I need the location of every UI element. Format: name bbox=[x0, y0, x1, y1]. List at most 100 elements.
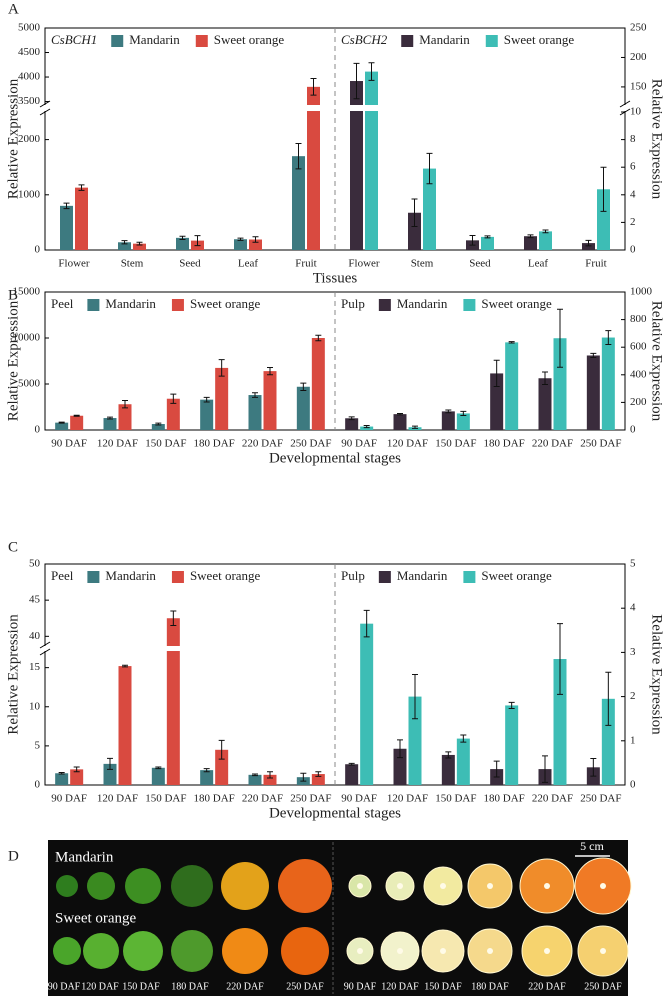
y-tick-label: 10 bbox=[29, 700, 41, 712]
error-bar bbox=[170, 610, 177, 626]
x-tick-label: 180 DAF bbox=[194, 438, 235, 450]
error-bar bbox=[122, 664, 128, 668]
bar bbox=[360, 623, 374, 785]
bar bbox=[441, 411, 455, 430]
y-tick-label: 2000 bbox=[18, 133, 41, 145]
stage-label: 120 DAF bbox=[381, 981, 419, 992]
x-tick-label: 180 DAF bbox=[484, 438, 525, 450]
error-bar bbox=[122, 400, 128, 409]
stage-label: 250 DAF bbox=[584, 981, 622, 992]
legend-swatch bbox=[485, 35, 498, 47]
bar bbox=[176, 237, 189, 250]
y-axis-label: Relative Expression bbox=[5, 78, 21, 199]
error-bar bbox=[58, 421, 65, 424]
legend-label: Sweet orange bbox=[504, 32, 575, 47]
error-bar bbox=[557, 308, 563, 368]
x-tick-label: 250 DAF bbox=[290, 793, 331, 805]
error-bar bbox=[194, 235, 201, 247]
stage-label: 90 DAF bbox=[344, 981, 377, 992]
y-tick-label: 1000 bbox=[18, 188, 41, 200]
bar bbox=[70, 415, 84, 430]
error-bar bbox=[121, 240, 128, 245]
y-tick-label: 2 bbox=[630, 216, 636, 228]
bar bbox=[597, 189, 610, 250]
fruit-core bbox=[357, 883, 363, 889]
bar bbox=[75, 187, 88, 250]
x-axis-label: Tissues bbox=[313, 270, 358, 286]
legend-label: Mandarin bbox=[397, 296, 448, 311]
bar bbox=[234, 239, 247, 250]
fruit-whole bbox=[278, 859, 332, 913]
y-axis-label: Relative Expression bbox=[5, 300, 21, 421]
error-bar bbox=[252, 392, 258, 398]
error-bar bbox=[426, 152, 433, 185]
bar bbox=[538, 378, 552, 430]
bar bbox=[200, 399, 214, 430]
error-bar bbox=[136, 241, 143, 246]
x-tick-label: Flower bbox=[58, 258, 90, 270]
bar bbox=[151, 424, 165, 430]
y-tick-label: 0 bbox=[35, 244, 41, 256]
break-mark bbox=[39, 641, 51, 649]
break-mark bbox=[39, 648, 51, 656]
x-tick-label: 220 DAF bbox=[242, 438, 283, 450]
error-bar bbox=[542, 229, 549, 234]
x-tick-label: 150 DAF bbox=[435, 438, 476, 450]
legend-label: Mandarin bbox=[419, 32, 470, 47]
x-tick-label: 90 DAF bbox=[341, 438, 377, 450]
fruit-core bbox=[440, 948, 446, 954]
bar bbox=[311, 338, 325, 430]
error-bar bbox=[252, 773, 258, 777]
x-tick-label: Stem bbox=[121, 258, 144, 270]
stage-label: 250 DAF bbox=[286, 981, 324, 992]
stage-label: 180 DAF bbox=[471, 981, 509, 992]
bar bbox=[296, 386, 310, 430]
axis-break bbox=[43, 646, 334, 651]
bar bbox=[263, 371, 277, 430]
error-bar bbox=[107, 416, 113, 420]
error-bar bbox=[348, 762, 355, 766]
error-bar bbox=[412, 425, 418, 429]
bar bbox=[311, 774, 325, 785]
x-tick-label: Fruit bbox=[585, 258, 606, 270]
y-tick-label: 4 bbox=[630, 188, 636, 200]
error-bar bbox=[107, 757, 113, 770]
legend-label: Mandarin bbox=[105, 568, 156, 583]
y-tick-label: 8 bbox=[630, 133, 636, 145]
legend-label: Sweet orange bbox=[481, 296, 552, 311]
panel-label: A bbox=[8, 1, 19, 17]
y-tick-label: 1000 bbox=[630, 286, 653, 298]
x-tick-label: 180 DAF bbox=[194, 793, 235, 805]
fruit-core bbox=[397, 948, 403, 954]
error-bar bbox=[348, 416, 355, 421]
x-tick-label: 120 DAF bbox=[97, 438, 138, 450]
error-bar bbox=[73, 766, 80, 773]
axis-break bbox=[43, 105, 334, 111]
error-bar bbox=[542, 755, 548, 783]
error-bar bbox=[203, 396, 210, 403]
bar bbox=[365, 71, 378, 251]
fruit-core bbox=[487, 883, 493, 889]
error-bar bbox=[460, 410, 467, 417]
bar bbox=[601, 698, 615, 785]
bar bbox=[118, 666, 132, 785]
y-tick-label: 50 bbox=[29, 558, 41, 570]
error-bar bbox=[590, 352, 597, 359]
scale-bar-label: 5 cm bbox=[580, 839, 604, 853]
y-tick-label: 15000 bbox=[13, 286, 41, 298]
fruit-core bbox=[600, 948, 606, 954]
error-bar bbox=[542, 371, 548, 385]
bar bbox=[200, 770, 214, 785]
bar bbox=[248, 395, 262, 430]
y-axis-label: Relative Expression bbox=[649, 614, 665, 735]
error-bar bbox=[179, 235, 186, 241]
bar bbox=[103, 418, 117, 430]
error-bar bbox=[300, 382, 307, 391]
error-bar bbox=[527, 234, 534, 239]
bar bbox=[601, 337, 615, 430]
y-tick-label: 3500 bbox=[18, 95, 41, 107]
error-bar bbox=[469, 235, 476, 246]
y-tick-label: 4000 bbox=[18, 71, 41, 83]
y-tick-label: 5 bbox=[35, 739, 41, 751]
